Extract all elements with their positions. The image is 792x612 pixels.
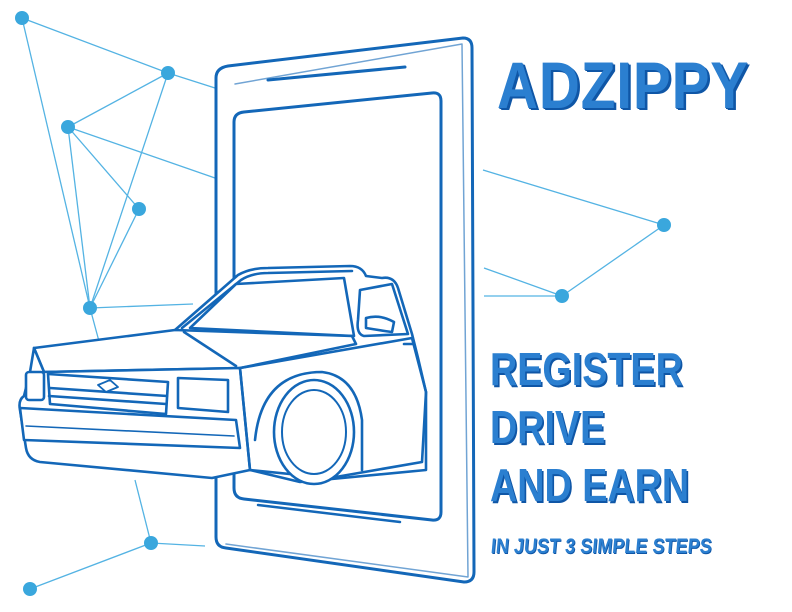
network-nodes bbox=[15, 11, 671, 596]
network-lines bbox=[21, 17, 665, 590]
phone-outline bbox=[214, 36, 476, 584]
brand-title: ADZIPPY bbox=[497, 48, 750, 122]
tagline: IN JUST 3 SIMPLE STEPS bbox=[489, 535, 713, 558]
pickup-truck-icon bbox=[18, 264, 428, 486]
step-register: REGISTER bbox=[490, 343, 683, 395]
steps-list: REGISTER DRIVE AND EARN bbox=[490, 340, 733, 514]
step-drive: DRIVE bbox=[490, 401, 606, 453]
step-earn: AND EARN bbox=[490, 459, 690, 511]
